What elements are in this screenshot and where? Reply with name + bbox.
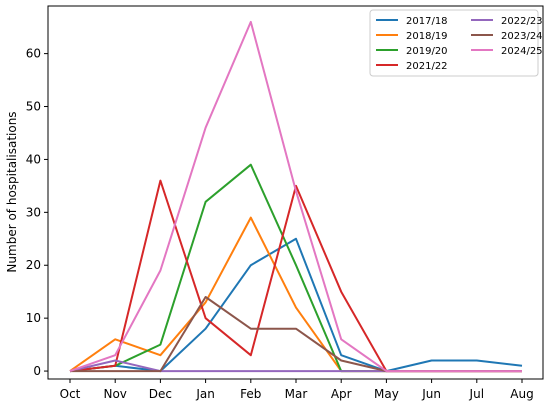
x-tick-label: Jan [195, 387, 215, 401]
legend-label: 2018/19 [406, 31, 448, 42]
y-tick-label: 0 [33, 364, 41, 378]
x-tick-label: Jul [469, 387, 484, 401]
x-tick-label: Dec [149, 387, 172, 401]
y-tick-label: 40 [26, 152, 41, 166]
y-axis-label: Number of hospitalisations [5, 111, 19, 272]
series-line-2017-18 [69, 237, 523, 373]
x-tick-label: Apr [331, 387, 352, 401]
y-tick-label: 60 [26, 47, 41, 61]
x-tick-label: Nov [103, 387, 126, 401]
x-tick-label: Feb [240, 387, 261, 401]
legend-label: 2017/18 [406, 16, 448, 27]
series-line-2024-25 [69, 20, 522, 373]
y-tick-label: 10 [26, 311, 41, 325]
legend-box [369, 9, 539, 77]
x-tick-label: Oct [60, 387, 81, 401]
x-tick-label: Jun [421, 387, 441, 401]
y-tick-label: 50 [26, 100, 41, 114]
series-layer [69, 20, 523, 373]
y-tick-label: 20 [26, 258, 41, 272]
x-tick-label: Mar [285, 387, 308, 401]
legend-label: 2023/24 [501, 31, 543, 42]
y-tick-label: 30 [26, 205, 41, 219]
y-axis: 0 10 20 30 40 50 60 [26, 47, 48, 378]
plot-frame [47, 5, 544, 380]
x-tick-label: May [374, 387, 399, 401]
legend-label: 2019/20 [406, 46, 448, 57]
legend-label: 2021/22 [406, 61, 448, 72]
legend: 2017/18 2018/19 2019/20 2021/22 2022/23 2023/… [369, 9, 543, 77]
legend-label: 2022/23 [501, 16, 543, 27]
x-tick-label: Aug [510, 387, 533, 401]
legend-label: 2024/25 [501, 46, 543, 57]
x-axis: Oct Nov Dec Jan Feb Mar Apr May Jun Jul Aug [60, 379, 534, 401]
